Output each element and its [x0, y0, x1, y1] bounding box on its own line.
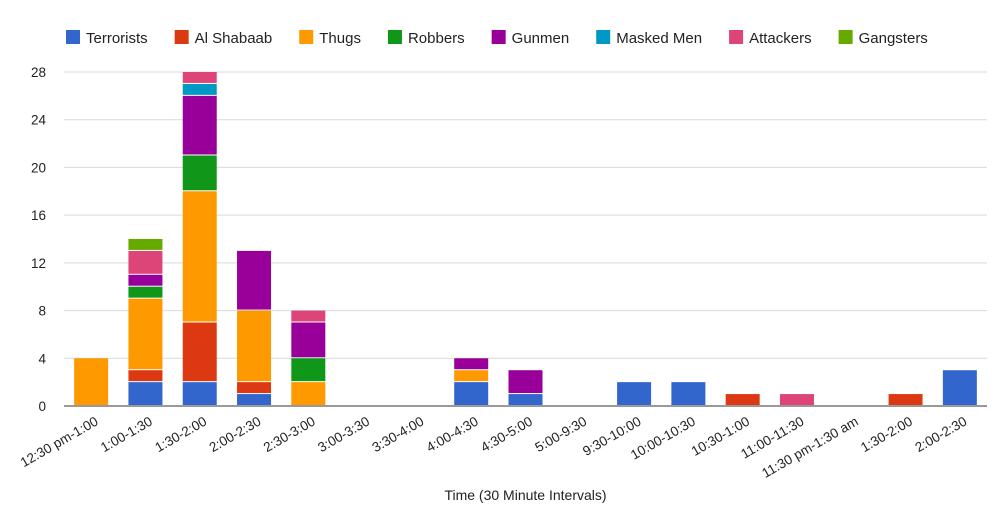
bar-segment-attackers — [182, 72, 217, 83]
gridlines — [64, 71, 987, 359]
bar-segment-gunmen — [237, 250, 272, 310]
bars — [74, 72, 977, 405]
bar-segment-thugs — [454, 370, 489, 382]
y-axis-ticks: 0 4 8 12 16 20 24 28 — [31, 65, 47, 414]
x-tick-label: 2:00-2:30 — [912, 414, 969, 456]
bar-segment-robbers — [128, 286, 163, 298]
bar-segment-terrorists — [671, 382, 706, 405]
bar-segment-attackers — [291, 310, 326, 322]
bar-segment-thugs — [128, 298, 163, 370]
legend-swatch-terrorists — [66, 30, 80, 44]
y-tick-label: 4 — [38, 351, 46, 366]
legend-label-gangsters: Gangsters — [859, 30, 928, 47]
legend: Terrorists Al Shabaab Thugs Robbers Gunmen Ma… — [66, 30, 928, 47]
bar-segment-robbers — [182, 155, 217, 191]
legend-label-robbers: Robbers — [408, 30, 465, 47]
legend-swatch-attackers — [729, 30, 744, 44]
x-tick-label: 4:30-5:00 — [478, 414, 535, 456]
bar-segment-gunmen — [508, 370, 543, 394]
y-tick-label: 24 — [31, 113, 47, 128]
legend-label-al-shabaab: Al Shabaab — [195, 30, 273, 47]
bar-segment-gangsters — [128, 239, 163, 250]
legend-label-masked-men: Masked Men — [616, 30, 702, 47]
legend-label-gunmen: Gunmen — [512, 30, 570, 47]
bar-segment-al-shabaab — [888, 394, 923, 405]
bar-segment-gunmen — [291, 322, 326, 358]
bar-segment-terrorists — [508, 394, 543, 405]
y-tick-label: 28 — [31, 65, 46, 80]
x-tick-label: 5:00-9:30 — [532, 414, 589, 456]
legend-swatch-al-shabaab — [174, 30, 189, 44]
x-tick-label: 3:30-4:00 — [370, 414, 427, 456]
y-tick-label: 16 — [31, 208, 46, 223]
x-tick-label: 12:30 pm-1:00 — [18, 414, 101, 471]
y-tick-label: 0 — [38, 399, 46, 414]
legend-label-terrorists: Terrorists — [86, 30, 148, 47]
legend-swatch-gangsters — [838, 30, 853, 44]
bar-segment-thugs — [182, 191, 217, 322]
bar-segment-al-shabaab — [725, 394, 760, 405]
legend-swatch-thugs — [299, 30, 314, 44]
bar-segment-gunmen — [182, 95, 217, 155]
bar-segment-al-shabaab — [237, 382, 272, 394]
legend-swatch-masked-men — [596, 30, 611, 44]
legend-label-attackers: Attackers — [749, 30, 812, 47]
x-tick-label: 11:30 pm-1:30 am — [759, 414, 861, 481]
bar-segment-gunmen — [454, 358, 489, 370]
x-tick-label: 4:00-4:30 — [424, 414, 481, 456]
bar-segment-thugs — [74, 358, 109, 405]
legend-label-thugs: Thugs — [319, 30, 361, 47]
x-tick-label: 2:30-3:00 — [261, 414, 318, 456]
x-tick-label: 3:00-3:30 — [315, 414, 372, 456]
bar-segment-al-shabaab — [128, 370, 163, 382]
bar-segment-robbers — [291, 358, 326, 382]
bar-segment-al-shabaab — [182, 322, 217, 382]
y-tick-label: 8 — [38, 304, 46, 319]
legend-swatch-gunmen — [491, 30, 506, 44]
y-tick-label: 12 — [31, 256, 46, 271]
bar-segment-terrorists — [617, 382, 652, 405]
x-axis-ticks: 12:30 pm-1:001:00-1:301:30-2:002:00-2:30… — [18, 414, 970, 481]
x-tick-label: 1:30-2:00 — [152, 414, 209, 456]
x-tick-label: 1:30-2:00 — [858, 414, 915, 456]
legend-swatch-robbers — [387, 30, 402, 44]
bar-segment-gunmen — [128, 274, 163, 286]
x-tick-label: 2:00-2:30 — [207, 414, 264, 456]
bar-segment-terrorists — [237, 394, 272, 405]
bar-segment-masked-men — [182, 83, 217, 95]
bar-segment-attackers — [128, 250, 163, 274]
x-axis-title: Time (30 Minute Intervals) — [444, 487, 606, 503]
bar-segment-terrorists — [128, 382, 163, 405]
bar-segment-terrorists — [182, 382, 217, 405]
bar-segment-terrorists — [454, 382, 489, 405]
bar-segment-thugs — [291, 382, 326, 405]
x-tick-label: 1:00-1:30 — [98, 414, 155, 456]
bar-segment-terrorists — [942, 370, 977, 405]
bar-segment-thugs — [237, 310, 272, 382]
y-tick-label: 20 — [31, 160, 46, 175]
bar-segment-attackers — [779, 394, 814, 405]
